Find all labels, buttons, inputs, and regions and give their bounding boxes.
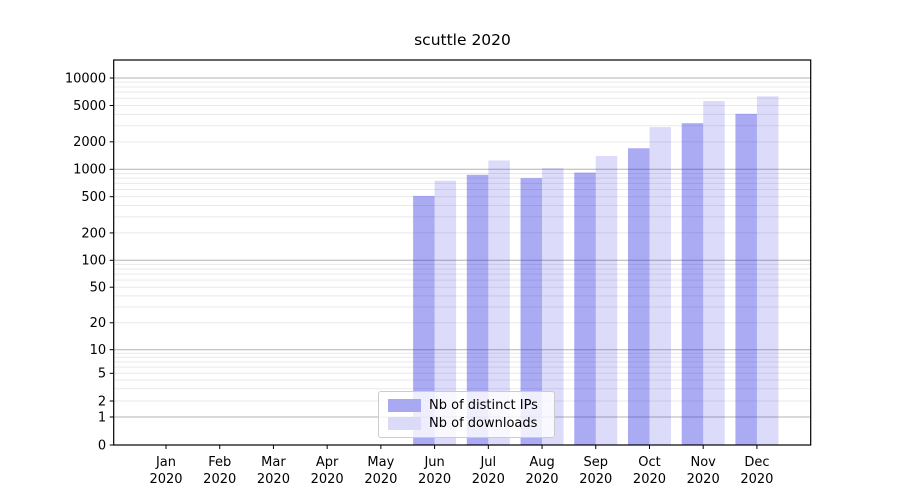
y-tick-label: 200 <box>81 226 106 241</box>
y-tick-label: 50 <box>90 281 107 296</box>
bar <box>703 100 725 446</box>
y-tick-label: 10000 <box>65 71 106 86</box>
x-tick-label-month: Apr <box>316 455 339 470</box>
y-tick-label: 1000 <box>73 163 106 178</box>
bar <box>488 160 510 445</box>
bar <box>520 178 543 445</box>
y-grid-minor <box>113 81 811 402</box>
bar <box>681 123 704 445</box>
bar <box>542 168 564 445</box>
bar <box>595 155 618 446</box>
y-tick-label: 5000 <box>73 99 106 114</box>
x-tick-label-year: 2020 <box>203 472 236 487</box>
bar <box>466 174 489 445</box>
x-tick-label-month: Feb <box>208 455 231 470</box>
y-tick-label: 10 <box>90 343 107 358</box>
y-tick-label: 500 <box>81 190 106 205</box>
legend-swatch-downloads <box>388 417 421 430</box>
x-tick-label-year: 2020 <box>149 472 182 487</box>
bar <box>627 148 650 445</box>
x-tick-label-month: Aug <box>529 455 554 470</box>
y-tick-label: 20 <box>90 316 107 331</box>
legend-item-downloads: Nb of downloads <box>388 417 545 430</box>
x-tick-label-month: May <box>367 455 394 470</box>
x-tick-label-year: 2020 <box>740 472 773 487</box>
x-tick-label-year: 2020 <box>311 472 344 487</box>
bar <box>756 96 779 446</box>
x-tick-label-month: Sep <box>584 455 609 470</box>
x-tick-label-month: Dec <box>744 455 769 470</box>
y-axis: 0 12 5 10 20 50 100 200 500 1000 2000 5000 10000 <box>65 71 114 453</box>
x-tick-label-year: 2020 <box>364 472 397 487</box>
y-tick-label: 0 <box>98 438 106 453</box>
legend-label-distinct-ips: Nb of distinct IPs <box>429 398 538 413</box>
bar <box>413 195 435 445</box>
x-tick-label-year: 2020 <box>418 472 451 487</box>
x-tick-label-month: Jan <box>155 455 176 470</box>
series-downloads <box>434 96 779 446</box>
x-tick-label-month: Oct <box>638 455 660 470</box>
bar <box>735 113 757 445</box>
legend-label-downloads: Nb of downloads <box>429 416 538 431</box>
chart-title: scuttle 2020 <box>414 31 511 49</box>
x-tick-label-year: 2020 <box>525 472 558 487</box>
legend-swatch-distinct-ips <box>388 399 421 412</box>
x-axis: Jan 2020 Feb 2020 Mar 2020 Apr 2020 May 2020 Jun 20… <box>149 445 773 487</box>
x-tick-label-year: 2020 <box>257 472 290 487</box>
y-tick-label: 2 <box>98 394 106 409</box>
x-tick-label-month: Jul <box>479 455 496 470</box>
bar <box>649 127 671 445</box>
y-tick-label: 2000 <box>73 135 106 150</box>
x-tick-label-year: 2020 <box>579 472 612 487</box>
legend-item-distinct-ips: Nb of distinct IPs <box>388 399 545 412</box>
x-tick-label-year: 2020 <box>472 472 505 487</box>
bar <box>574 172 596 445</box>
series-distinct-ips <box>413 113 757 445</box>
x-tick-label-month: Mar <box>261 455 286 470</box>
x-tick-label-year: 2020 <box>687 472 720 487</box>
y-tick-label: 5 <box>98 367 106 382</box>
y-tick-label: 1 <box>98 410 106 425</box>
x-tick-label-month: Nov <box>691 455 717 470</box>
axes-frame <box>113 59 812 446</box>
y-tick-label: 100 <box>81 254 106 269</box>
bar <box>434 180 457 445</box>
legend: Nb of distinct IPs Nb of downloads <box>378 391 555 438</box>
x-tick-label-year: 2020 <box>633 472 666 487</box>
x-tick-label-month: Jun <box>423 455 444 470</box>
